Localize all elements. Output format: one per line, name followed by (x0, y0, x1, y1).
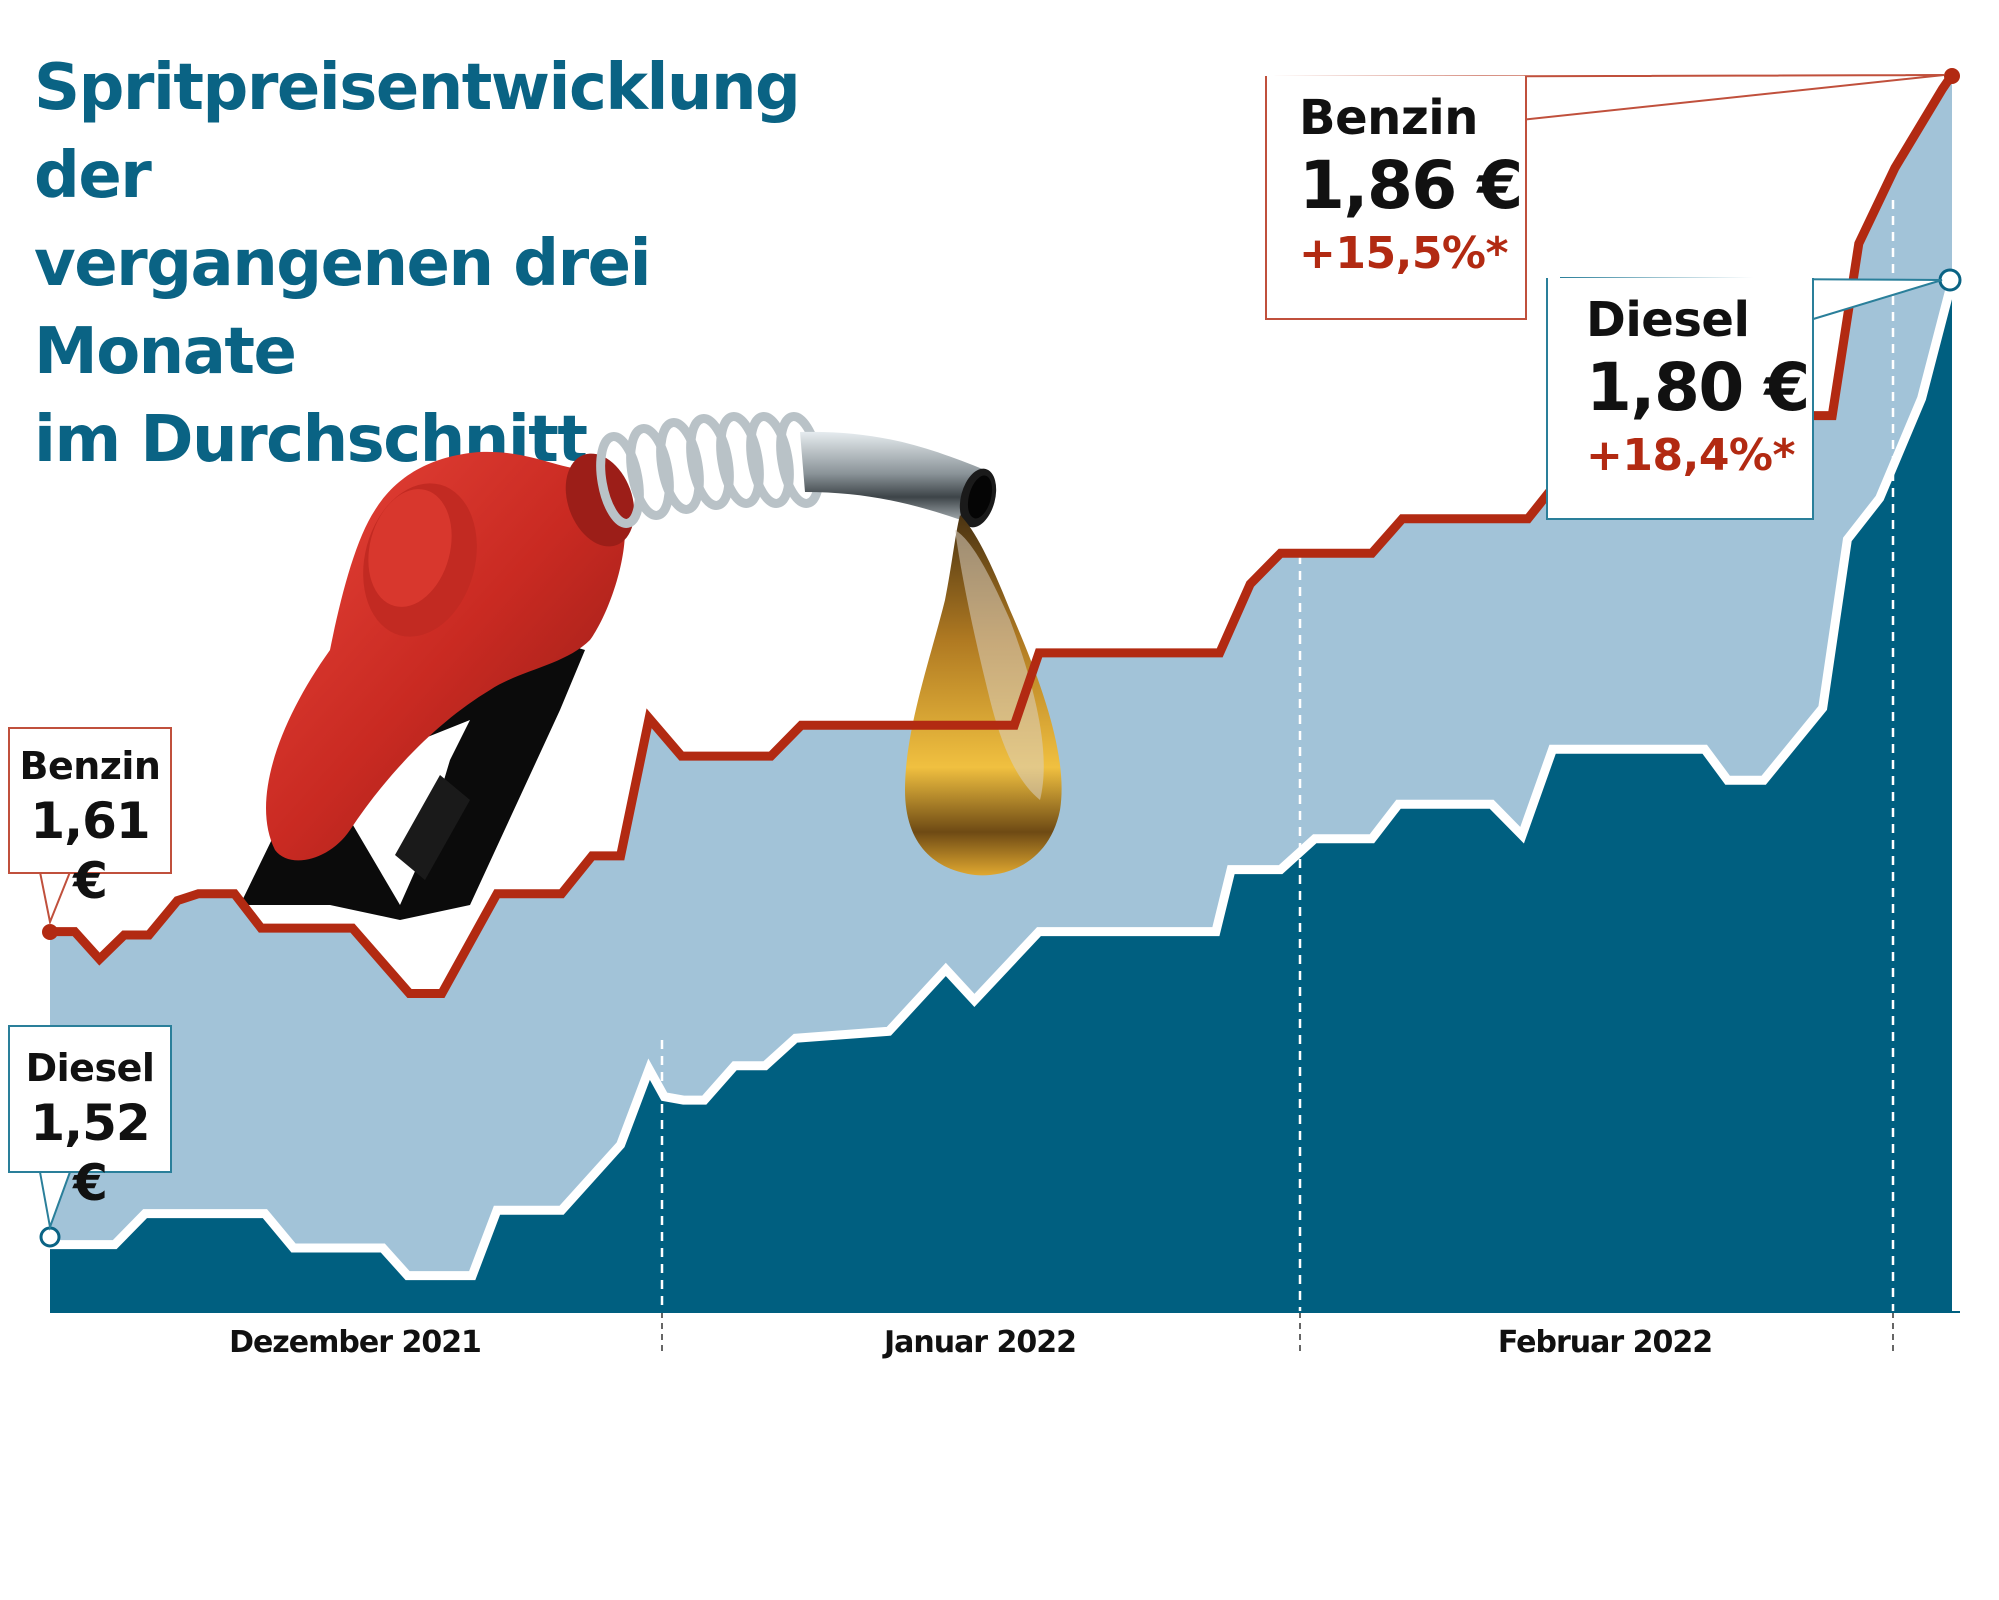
diesel-start-pointer (39, 1171, 71, 1231)
benzin-end-change: +15,5%* (1299, 228, 1509, 279)
benzin-start-marker (42, 924, 58, 940)
benzin-end-callout: Benzin 1,86 € +15,5%* (1265, 76, 1527, 320)
title-line-1: Spritpreisentwicklung der (34, 51, 801, 213)
chart-title: Spritpreisentwicklung der vergangenen dr… (34, 44, 914, 484)
diesel-area (50, 281, 1952, 1312)
benzin-start-name: Benzin (19, 744, 161, 788)
benzin-start-price: 1,61 € (30, 792, 150, 910)
diesel-end-marker (1938, 268, 1962, 292)
diesel-start-price: 1,52 € (30, 1094, 150, 1212)
diesel-end-price: 1,80 € (1586, 349, 1810, 426)
benzin-start-callout: Benzin 1,61 € (8, 727, 172, 910)
diesel-start-marker (39, 1226, 61, 1248)
diesel-start-callout: Diesel 1,52 € (8, 1025, 172, 1212)
benzin-end-marker (1944, 68, 1960, 84)
fuel-nozzle-illustration (240, 412, 1062, 920)
month-separators (660, 200, 1895, 1355)
benzin-end-price: 1,86 € (1299, 147, 1523, 224)
diesel-end-name: Diesel (1586, 292, 1750, 348)
diesel-end-change: +18,4%* (1586, 430, 1796, 481)
benzin-start-pointer (39, 871, 71, 926)
diesel-end-callout: Diesel 1,80 € +18,4%* (1546, 278, 1814, 520)
month-label-december: Dezember 2021 (229, 1325, 482, 1360)
diesel-line (50, 280, 1957, 1281)
month-label-january: Januar 2022 (883, 1325, 1077, 1360)
diesel-start-name: Diesel (25, 1046, 155, 1090)
benzin-end-name: Benzin (1299, 90, 1478, 146)
month-label-february: Februar 2022 (1497, 1325, 1713, 1360)
title-line-2: vergangenen drei Monate (34, 227, 652, 389)
